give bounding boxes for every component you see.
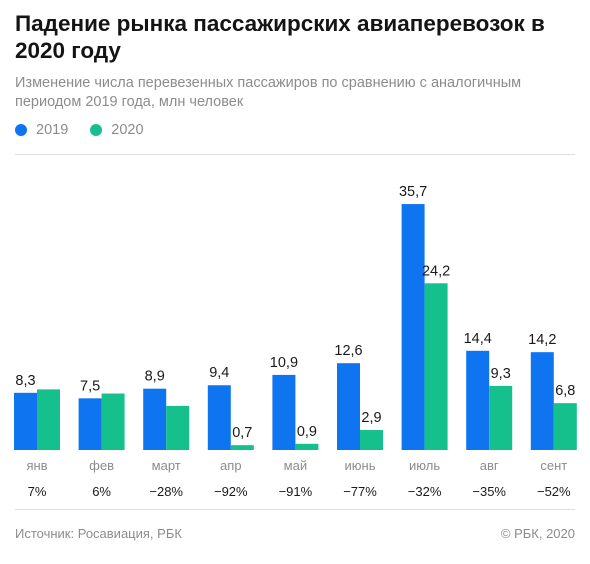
bar-2020-6	[424, 283, 448, 450]
bar-2020-0	[37, 389, 60, 450]
bar-2019-8	[530, 352, 554, 450]
category-label-4: май	[284, 458, 307, 473]
top-divider	[15, 154, 575, 155]
category-label-5: июнь	[345, 458, 376, 473]
change-label-2: −28%	[149, 484, 183, 499]
value-label-2019-5: 12,6	[334, 343, 362, 359]
category-label-6: июль	[409, 458, 440, 473]
change-label-0: 7%	[28, 484, 47, 499]
change-label-5: −77%	[343, 484, 377, 499]
legend: 2019 2020	[15, 122, 166, 138]
legend-swatch-2020	[90, 124, 103, 136]
bar-2019-0	[14, 392, 37, 450]
bar-2019-1	[78, 398, 102, 450]
value-label-2019-2: 8,9	[145, 369, 165, 385]
legend-label-2020: 2020	[111, 122, 144, 138]
change-label-1: 6%	[92, 484, 111, 499]
value-label-2020-6: 24,2	[422, 263, 450, 279]
value-label-2019-7: 14,4	[464, 331, 492, 347]
bar-2019-7	[466, 350, 490, 450]
value-label-2020-8: 6,8	[555, 383, 575, 399]
category-label-0: янв	[26, 458, 47, 473]
change-label-7: −35%	[472, 484, 506, 499]
bar-2019-4	[272, 374, 296, 450]
bar-chart: 8,3 янв 7% 7,5 фев 6% 8,9 март −28% 9,4 0,7 апр −92%…	[14, 184, 577, 499]
chart-subtitle: Изменение числа перевезенных пассажиров …	[15, 75, 522, 110]
bar-2019-5	[337, 363, 360, 450]
category-label-1: фев	[89, 458, 114, 473]
chart-title: Падение рынка пассажирских авиаперевозок…	[15, 11, 545, 63]
value-label-2019-4: 10,9	[270, 355, 298, 371]
legend-item-2019: 2019	[15, 122, 68, 138]
category-label-7: авг	[480, 458, 499, 473]
bar-2020-3	[230, 445, 254, 450]
value-label-2019-3: 9,4	[209, 365, 229, 381]
change-label-4: −91%	[279, 484, 313, 499]
legend-item-2020: 2020	[90, 122, 144, 138]
value-label-2020-5: 2,9	[361, 410, 381, 426]
category-label-8: сент	[540, 458, 567, 473]
value-label-2020-7: 9,3	[491, 366, 511, 382]
change-label-6: −32%	[408, 484, 442, 499]
bar-2020-8	[553, 403, 577, 450]
value-label-2019-1: 7,5	[80, 378, 100, 394]
change-label-3: −92%	[214, 484, 248, 499]
bar-2019-2	[143, 388, 167, 450]
change-label-8: −52%	[537, 484, 571, 499]
bar-2019-6	[401, 204, 425, 450]
value-label-2019-6: 35,7	[399, 184, 427, 200]
copyright-note: © РБК, 2020	[500, 526, 575, 541]
bar-2020-4	[295, 443, 319, 450]
value-label-2019-8: 14,2	[528, 332, 556, 348]
bar-2020-7	[489, 385, 513, 450]
bar-2020-5	[360, 430, 383, 450]
legend-swatch-2019	[15, 124, 27, 136]
legend-label-2019: 2019	[36, 122, 69, 138]
value-label-2020-3: 0,7	[232, 425, 252, 441]
category-label-3: апр	[220, 458, 242, 473]
source-note: Источник: Росавиация, РБК	[15, 526, 182, 541]
category-label-2: март	[152, 458, 181, 473]
bar-2019-3	[207, 385, 231, 450]
value-label-2019-0: 8,3	[15, 373, 35, 389]
bottom-divider	[15, 509, 575, 510]
bar-2020-1	[101, 393, 125, 450]
bar-2020-2	[166, 405, 190, 450]
value-label-2020-4: 0,9	[297, 424, 317, 440]
